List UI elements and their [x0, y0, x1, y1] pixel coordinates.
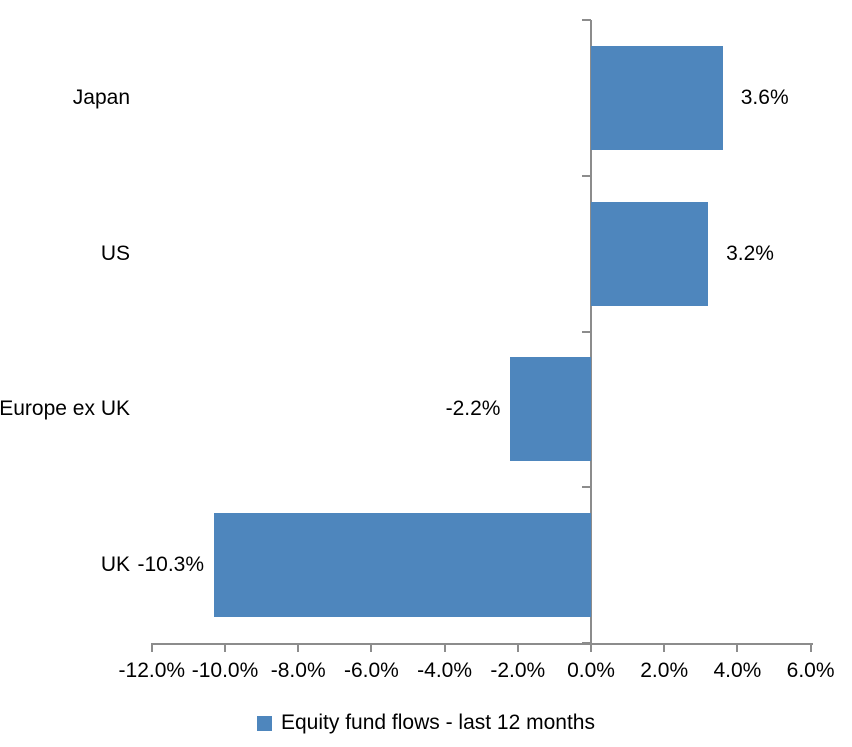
- data-label: -2.2%: [445, 397, 501, 421]
- y-axis-tick-mark: [582, 19, 591, 21]
- x-axis-line: [151, 643, 813, 645]
- x-axis-tick-label: 6.0%: [786, 659, 835, 682]
- x-axis-tick-label: -2.0%: [490, 659, 546, 682]
- data-label: 3.2%: [726, 241, 774, 265]
- bar-uk: [214, 513, 591, 618]
- x-axis-tick-mark: [809, 643, 812, 652]
- x-axis-tick-label: 2.0%: [640, 659, 689, 682]
- y-axis-zero-line: [590, 20, 592, 645]
- data-label: -10.3%: [137, 553, 205, 577]
- x-axis-tick-mark: [736, 643, 739, 652]
- x-axis-tick-label: 4.0%: [713, 659, 762, 682]
- bar-us: [591, 201, 709, 306]
- legend-color-swatch-icon: [257, 715, 272, 731]
- x-axis-tick-mark: [663, 643, 666, 652]
- legend: Equity fund flows - last 12 months: [257, 711, 595, 735]
- x-axis-tick-mark: [224, 643, 226, 652]
- category-label: Japan: [72, 85, 130, 109]
- x-axis-tick-label: -12.0%: [118, 659, 186, 682]
- y-axis-tick-mark: [582, 174, 591, 177]
- y-axis-tick-mark: [582, 642, 591, 644]
- x-axis-tick-label: -10.0%: [191, 659, 259, 682]
- x-axis-tick-mark: [590, 643, 592, 652]
- x-axis-tick-mark: [370, 643, 373, 652]
- x-axis-tick-mark: [297, 643, 300, 652]
- bar-japan: [591, 45, 723, 150]
- category-label: Europe ex UK: [0, 397, 130, 421]
- legend-series-label: Equity fund flows - last 12 months: [281, 711, 595, 734]
- category-label: US: [100, 241, 130, 265]
- x-axis-tick-label: 0.0%: [567, 659, 615, 682]
- x-axis-tick-mark: [516, 643, 519, 652]
- y-axis-tick-mark: [582, 486, 591, 489]
- data-label: 3.6%: [740, 85, 789, 109]
- x-axis-tick-mark: [443, 643, 446, 652]
- x-axis-tick-label: -6.0%: [343, 659, 399, 682]
- x-axis-tick-label: -8.0%: [270, 659, 326, 682]
- x-axis-tick-label: -4.0%: [417, 659, 473, 682]
- category-label: UK: [100, 553, 130, 577]
- bar-europe-ex-uk: [510, 357, 591, 462]
- x-axis-tick-mark: [150, 643, 153, 652]
- y-axis-tick-mark: [582, 330, 591, 333]
